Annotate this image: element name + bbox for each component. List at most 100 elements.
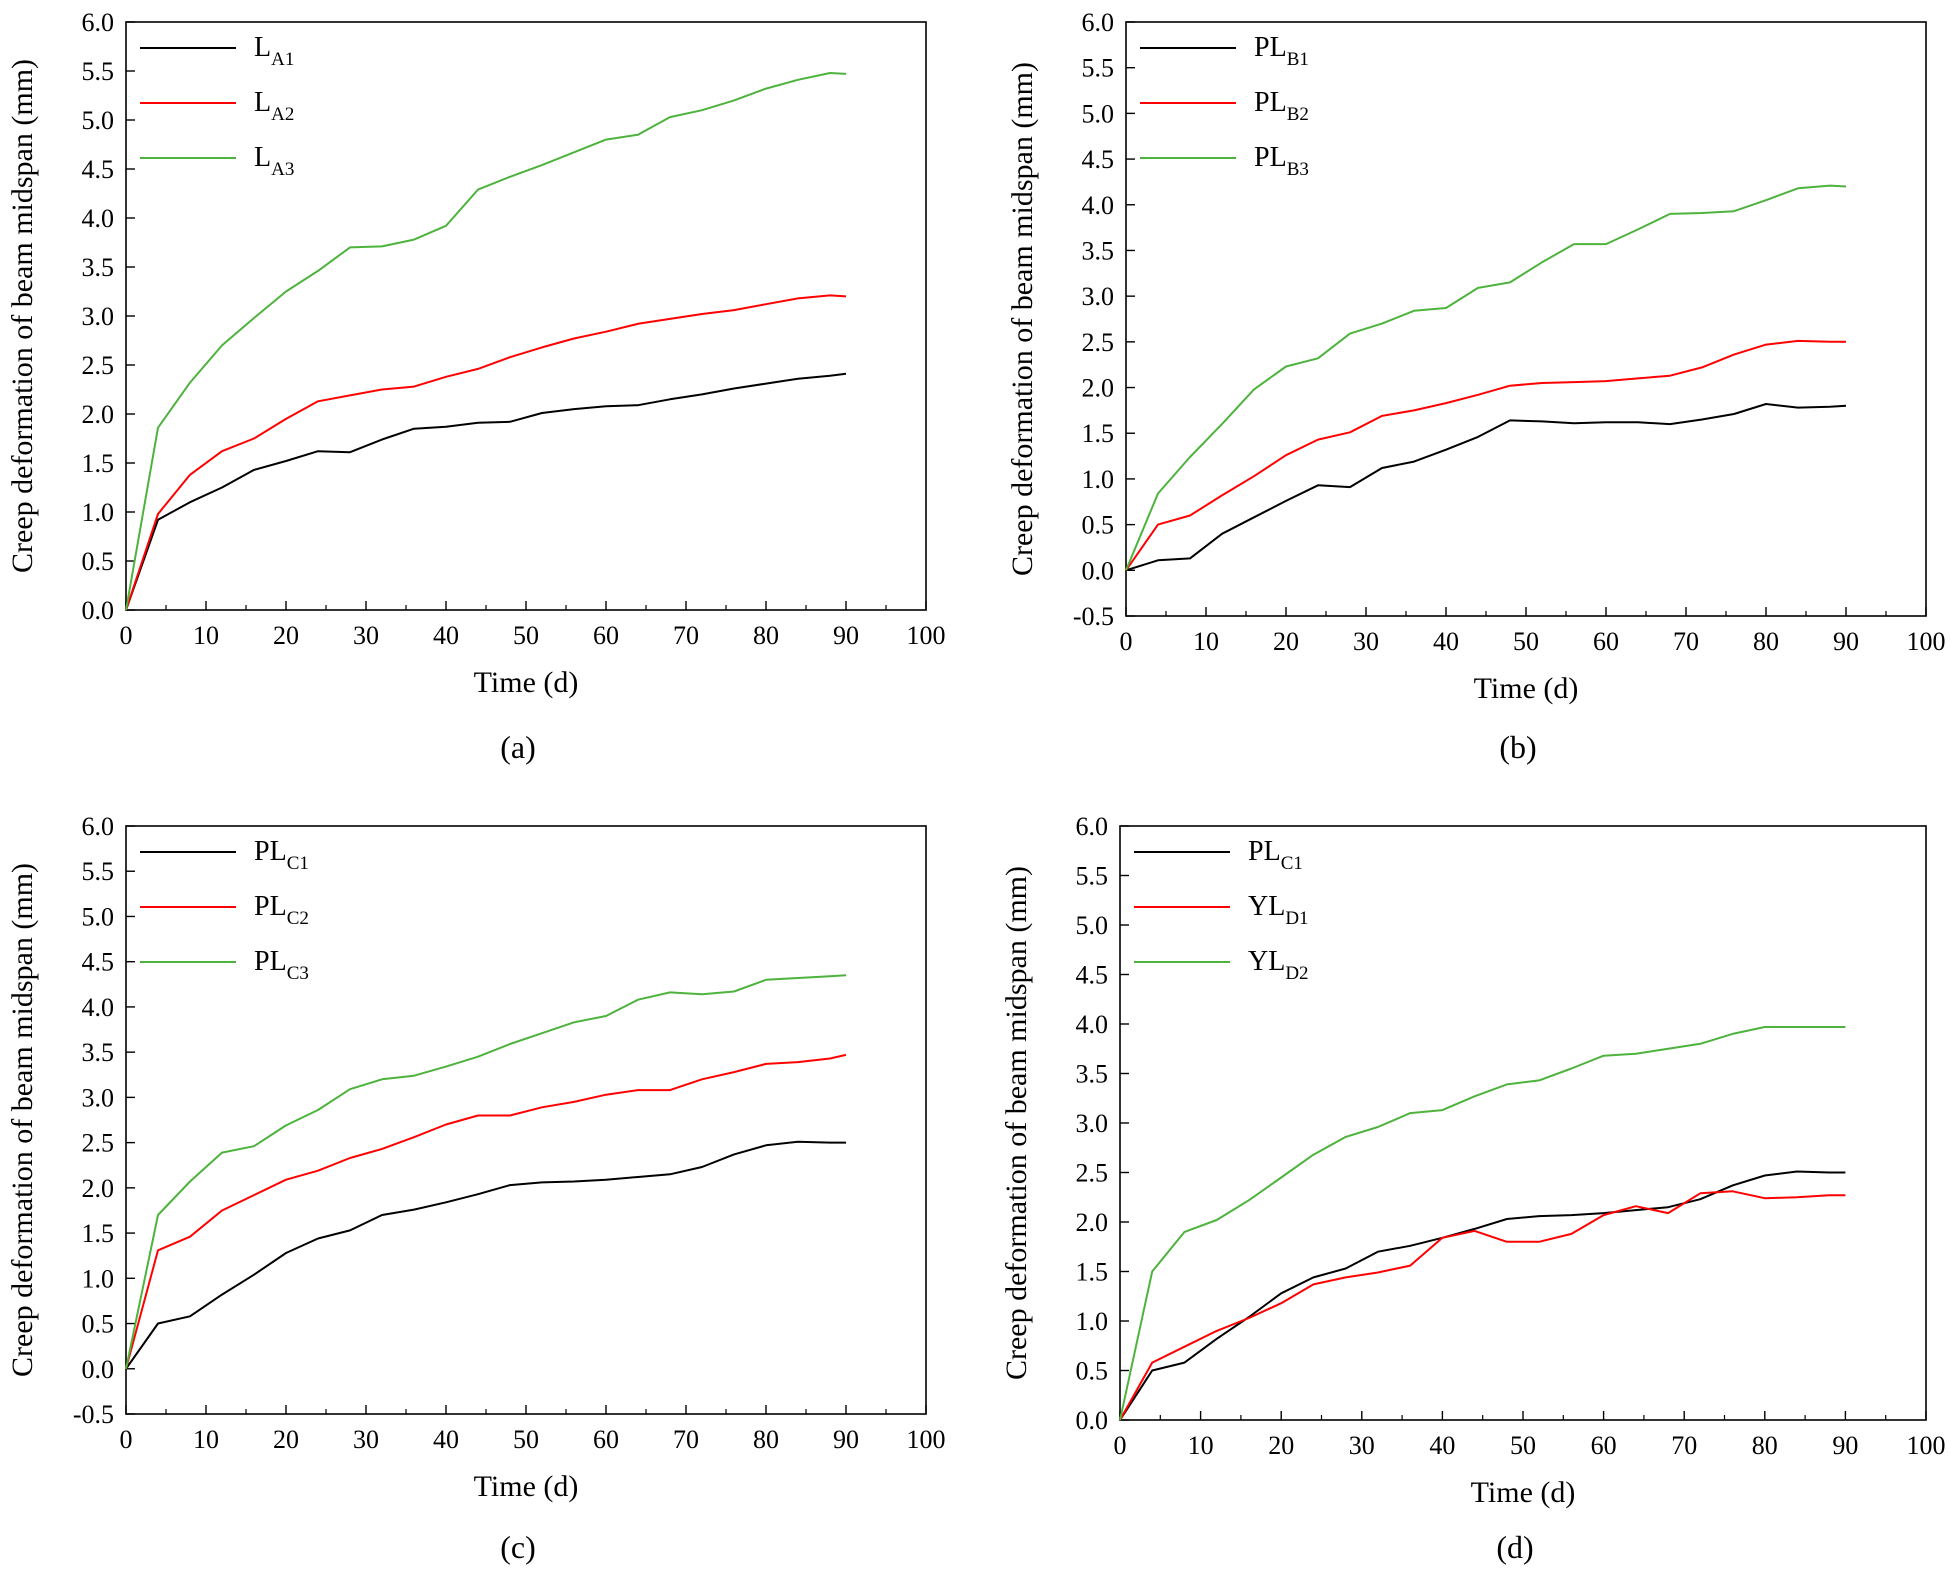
y-tick-label: 3.5 xyxy=(1076,1060,1109,1089)
y-tick-label: 1.5 xyxy=(82,449,115,478)
legend-entry-YLD1: YLD1 xyxy=(1248,891,1309,929)
x-tick-label: 10 xyxy=(1188,1431,1214,1460)
x-tick-label: 90 xyxy=(833,1425,859,1454)
x-tick-label: 30 xyxy=(353,621,379,650)
legend-entry-PLC2: PLC2 xyxy=(254,891,309,929)
y-tick-label: 6.0 xyxy=(1076,812,1109,841)
series-line-LA3 xyxy=(125,72,847,611)
x-axis-label: Time (d) xyxy=(474,1470,579,1503)
y-tick-label: 4.5 xyxy=(1082,145,1115,174)
chart-panel-3: 0 10 20 30 40 50 60 70 80 90 100 -0.5 0.0 0.5 1.0 1.5 2.… xyxy=(6,812,946,1565)
legend-subscript: D2 xyxy=(1285,963,1308,984)
panel-caption: (c) xyxy=(500,1529,536,1565)
x-tick-label: 40 xyxy=(1429,1431,1455,1460)
plot-frame xyxy=(125,21,927,611)
series-line-PLB3 xyxy=(1125,184,1847,571)
y-tick-label: 5.0 xyxy=(1076,911,1109,940)
legend-entry-YLD2: YLD2 xyxy=(1248,946,1309,984)
y-tick-label: 6.0 xyxy=(82,812,115,841)
y-tick-label: 4.5 xyxy=(82,948,115,977)
y-tick-label: 2.0 xyxy=(1082,374,1115,403)
legend-entry-PLC3: PLC3 xyxy=(254,946,309,984)
y-tick-label: 6.0 xyxy=(1082,8,1115,37)
y-tick-label: 5.0 xyxy=(82,902,115,931)
y-tick-label: 2.0 xyxy=(82,1174,115,1203)
x-tick-label: 60 xyxy=(593,1425,619,1454)
x-tick-label: 70 xyxy=(673,1425,699,1454)
y-tick-label: 3.5 xyxy=(82,1038,115,1067)
y-tick-label: 5.5 xyxy=(1076,862,1109,891)
x-tick-label: 0 xyxy=(1114,1431,1127,1460)
y-tick-label: 0.5 xyxy=(1082,511,1115,540)
y-tick-label: 0.0 xyxy=(1082,556,1115,585)
x-tick-label: 40 xyxy=(1433,627,1459,656)
y-tick-label: 1.5 xyxy=(1082,419,1115,448)
y-tick-label: 1.5 xyxy=(82,1219,115,1248)
x-tick-label: 10 xyxy=(193,1425,219,1454)
legend-subscript: D1 xyxy=(1285,908,1308,929)
x-tick-label: 60 xyxy=(1591,1431,1617,1460)
x-tick-label: 100 xyxy=(907,1425,946,1454)
x-tick-label: 0 xyxy=(120,1425,133,1454)
series-line-PLC3 xyxy=(125,974,847,1370)
legend-entry-PLB2: PLB2 xyxy=(1254,87,1309,125)
x-tick-label: 70 xyxy=(1671,1431,1697,1460)
legend-subscript: C1 xyxy=(1281,853,1303,874)
x-tick-label: 80 xyxy=(1753,627,1779,656)
x-tick-label: 10 xyxy=(1193,627,1219,656)
legend-entry-PLC1: PLC1 xyxy=(1248,836,1303,874)
x-tick-label: 100 xyxy=(1907,627,1946,656)
y-tick-label: 5.5 xyxy=(82,57,115,86)
y-tick-label: -0.5 xyxy=(73,1400,114,1429)
y-axis-label: Creep deformation of beam midspan (mm) xyxy=(1000,866,1033,1380)
series-line-PLB2 xyxy=(1125,339,1846,571)
x-tick-label: 50 xyxy=(1510,1431,1536,1460)
y-tick-label: 0.5 xyxy=(82,547,115,576)
y-tick-label: 3.5 xyxy=(82,253,115,282)
x-tick-label: 30 xyxy=(1353,627,1379,656)
legend-subscript: C3 xyxy=(287,963,309,984)
series-line-PLC1 xyxy=(1119,1170,1846,1421)
x-tick-label: 70 xyxy=(1673,627,1699,656)
plot-frame xyxy=(125,825,927,1415)
x-tick-label: 100 xyxy=(907,621,946,650)
y-tick-label: 3.0 xyxy=(82,1083,115,1112)
panel-caption: (a) xyxy=(500,729,536,765)
series-line-YLD2 xyxy=(1119,1026,1846,1421)
y-tick-label: 2.0 xyxy=(82,400,115,429)
y-tick-label: 1.0 xyxy=(82,498,115,527)
y-tick-label: 2.5 xyxy=(1082,328,1115,357)
legend-main: YL xyxy=(1248,946,1285,977)
legend-subscript: B2 xyxy=(1287,104,1309,125)
x-tick-label: 20 xyxy=(1268,1431,1294,1460)
y-tick-label: 3.0 xyxy=(1082,282,1115,311)
y-axis-label: Creep deformation of beam midspan (mm) xyxy=(1006,62,1039,576)
legend-subscript: B1 xyxy=(1287,49,1309,70)
legend-main: PL xyxy=(254,946,287,977)
x-tick-label: 90 xyxy=(1833,627,1859,656)
plot-frame xyxy=(1125,21,1927,617)
series-line-PLC1 xyxy=(125,1140,846,1370)
x-axis-label: Time (d) xyxy=(1471,1476,1576,1509)
y-tick-label: 4.5 xyxy=(82,155,115,184)
chart-panel-4: 0 10 20 30 40 50 60 70 80 90 100 0.0 0.5 1.0 1.5 2.0 2.5… xyxy=(1000,812,1946,1565)
y-tick-label: 0.0 xyxy=(1076,1406,1109,1435)
panel-caption: (d) xyxy=(1496,1529,1533,1565)
x-tick-label: 40 xyxy=(433,621,459,650)
x-tick-label: 40 xyxy=(433,1425,459,1454)
y-tick-label: 3.5 xyxy=(1082,236,1115,265)
x-tick-label: 30 xyxy=(353,1425,379,1454)
legend-entry-LA1: LA1 xyxy=(254,32,294,70)
legend-entry-PLC1: PLC1 xyxy=(254,836,309,874)
x-tick-label: 80 xyxy=(1752,1431,1778,1460)
y-tick-label: 0.0 xyxy=(82,596,115,625)
series-line-LA2 xyxy=(125,294,847,611)
legend-entry-LA3: LA3 xyxy=(254,142,294,180)
series-line-LA1 xyxy=(125,372,847,611)
y-tick-label: 0.5 xyxy=(1076,1357,1109,1386)
y-tick-label: 1.5 xyxy=(1076,1258,1109,1287)
y-tick-label: 3.0 xyxy=(82,302,115,331)
x-tick-label: 90 xyxy=(833,621,859,650)
x-tick-label: 60 xyxy=(1593,627,1619,656)
chart-panel-1: 0 10 20 30 40 50 60 70 80 90 100 0.0 0.5 1.0 1.5 2.0 2.5… xyxy=(6,8,946,765)
